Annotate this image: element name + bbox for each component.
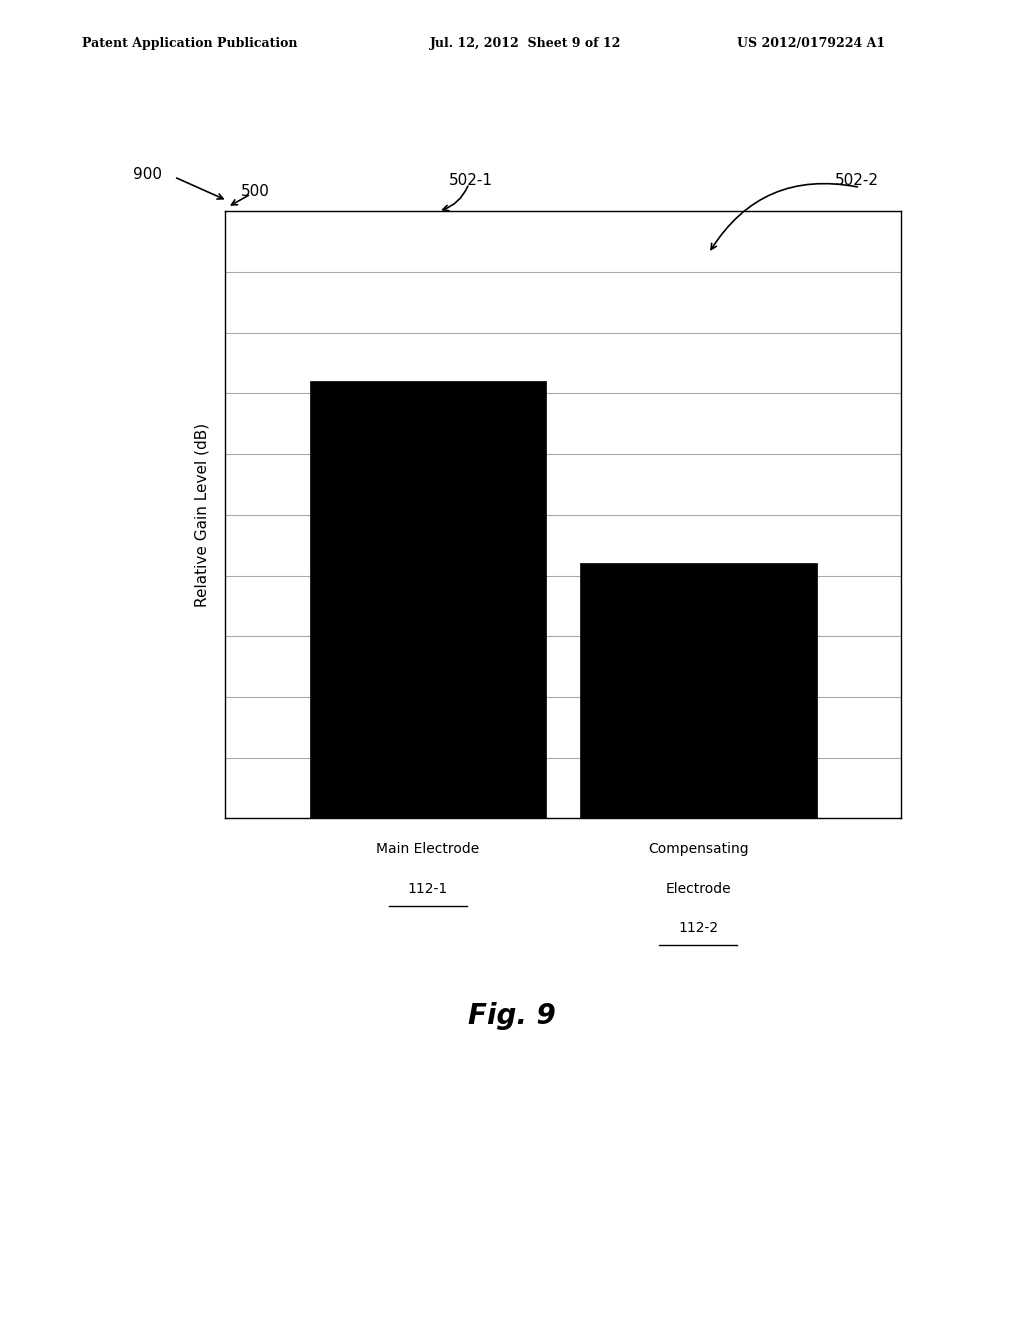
Text: 112-2: 112-2 [678, 921, 719, 936]
Text: US 2012/0179224 A1: US 2012/0179224 A1 [737, 37, 886, 50]
Text: Jul. 12, 2012  Sheet 9 of 12: Jul. 12, 2012 Sheet 9 of 12 [430, 37, 622, 50]
Bar [580, 564, 817, 818]
Text: 502-1: 502-1 [449, 173, 493, 189]
Text: 112-1: 112-1 [408, 882, 449, 896]
Y-axis label: Relative Gain Level (dB): Relative Gain Level (dB) [195, 422, 209, 607]
Text: Patent Application Publication: Patent Application Publication [82, 37, 297, 50]
Text: 502-2: 502-2 [835, 173, 879, 189]
Text: Electrode: Electrode [666, 882, 731, 896]
Text: Compensating: Compensating [648, 842, 749, 857]
Bar [309, 381, 547, 818]
Text: Fig. 9: Fig. 9 [468, 1002, 556, 1031]
Text: 500: 500 [241, 183, 269, 199]
Text: 900: 900 [133, 166, 162, 182]
Text: Main Electrode: Main Electrode [377, 842, 479, 857]
